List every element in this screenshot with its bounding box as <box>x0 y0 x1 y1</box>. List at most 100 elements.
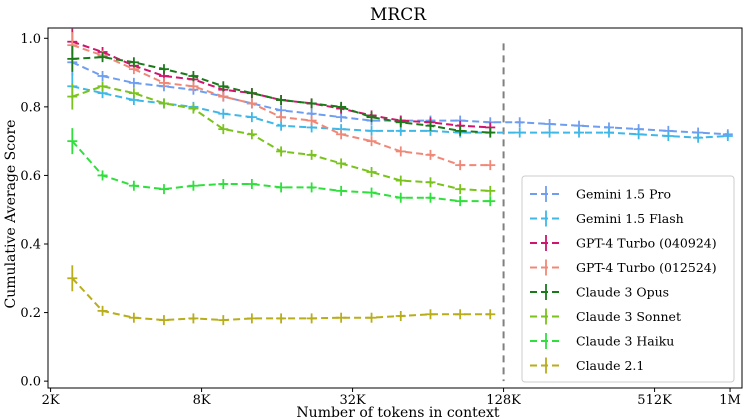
data-point <box>306 313 317 324</box>
data-point <box>425 192 436 203</box>
data-point <box>722 131 733 141</box>
data-point <box>188 313 199 324</box>
data-point <box>188 180 199 191</box>
data-point <box>366 312 377 323</box>
legend-label: Claude 3 Opus <box>576 285 669 300</box>
data-point <box>246 179 257 189</box>
legend-item: Gemini 1.5 Pro <box>530 186 671 202</box>
y-axis-label: Cumulative Average Score <box>3 120 19 309</box>
data-point <box>128 180 139 191</box>
data-point <box>395 175 406 186</box>
data-point <box>246 88 257 99</box>
x-tick-label: 512K <box>637 393 672 408</box>
data-point <box>158 64 169 75</box>
data-point <box>246 313 257 324</box>
y-axis-ticks: 0.0 0.2 0.4 0.6 0.8 1.0 <box>20 32 48 390</box>
legend-item: Gemini 1.5 Flash <box>530 210 684 227</box>
data-point <box>455 184 466 195</box>
x-tick-label: 32K <box>339 393 366 408</box>
y-tick-label: 0.8 <box>20 100 41 115</box>
data-point <box>395 192 406 203</box>
data-point <box>97 71 108 81</box>
data-point <box>336 112 347 123</box>
data-point <box>97 52 108 63</box>
series-claude-3-opus <box>67 45 496 138</box>
legend-item: Claude 2.1 <box>530 357 644 374</box>
data-point <box>97 170 108 181</box>
data-point <box>485 160 496 171</box>
data-point <box>366 112 377 123</box>
data-point <box>366 136 377 147</box>
data-point <box>306 182 317 193</box>
data-point <box>97 305 108 316</box>
data-point <box>455 196 466 207</box>
data-point <box>67 265 78 292</box>
data-point <box>128 88 139 99</box>
plot-frame <box>47 27 743 389</box>
data-point <box>246 112 257 123</box>
data-point <box>218 124 229 135</box>
legend-item: Claude 3 Haiku <box>530 333 674 349</box>
data-point <box>366 125 377 136</box>
series-gpt-4-turbo-012524 <box>67 32 496 171</box>
data-point <box>574 127 585 138</box>
legend-label: GPT-4 Turbo (040924) <box>576 236 717 251</box>
y-tick-label: 0.6 <box>20 169 41 184</box>
data-point <box>218 315 229 326</box>
data-point <box>67 45 78 72</box>
data-point <box>218 91 229 102</box>
data-point <box>395 117 406 128</box>
y-tick-label: 0.4 <box>20 238 41 253</box>
data-point <box>128 77 139 88</box>
data-point <box>395 311 406 321</box>
data-point <box>455 125 466 136</box>
data-point <box>188 103 199 114</box>
data-point <box>485 196 496 207</box>
legend-item: Claude 3 Sonnet <box>530 308 681 325</box>
data-point <box>218 179 229 189</box>
data-point <box>67 83 78 110</box>
x-tick-label: 2K <box>42 393 60 408</box>
y-tick-label: 0.2 <box>20 306 41 321</box>
data-point <box>633 129 644 140</box>
data-point <box>485 127 496 138</box>
legend-item: GPT-4 Turbo (040924) <box>530 235 717 251</box>
series-claude-3-haiku <box>67 128 496 207</box>
data-point <box>366 167 377 177</box>
data-point <box>246 98 257 109</box>
chart-title: MRCR <box>370 5 427 25</box>
data-point <box>276 146 287 157</box>
data-point <box>276 95 287 105</box>
data-point <box>544 119 555 129</box>
data-point <box>514 117 525 128</box>
legend-label: GPT-4 Turbo (012524) <box>576 260 717 275</box>
data-point <box>425 149 436 160</box>
data-point <box>425 309 436 320</box>
data-point <box>603 127 614 138</box>
data-point <box>336 312 347 323</box>
data-point <box>455 309 466 320</box>
data-point <box>276 120 287 131</box>
data-point <box>336 158 347 169</box>
legend-label: Claude 2.1 <box>576 358 644 373</box>
data-point <box>425 177 436 188</box>
series-claude-3-sonnet <box>67 81 496 196</box>
data-point <box>544 127 555 138</box>
data-point <box>158 184 169 195</box>
y-tick-label: 0.0 <box>20 375 41 390</box>
legend-label: Gemini 1.5 Pro <box>576 187 671 202</box>
data-point <box>246 129 257 140</box>
data-point <box>395 125 406 136</box>
data-point <box>67 128 78 155</box>
data-point <box>158 77 169 88</box>
data-point <box>366 187 377 198</box>
data-point <box>306 98 317 109</box>
data-point <box>455 160 466 171</box>
series-claude-2-1 <box>67 265 496 326</box>
data-point <box>336 185 347 196</box>
data-point <box>218 81 229 92</box>
data-point <box>128 57 139 68</box>
x-tick-label: 128K <box>486 393 521 408</box>
data-point <box>97 81 108 92</box>
